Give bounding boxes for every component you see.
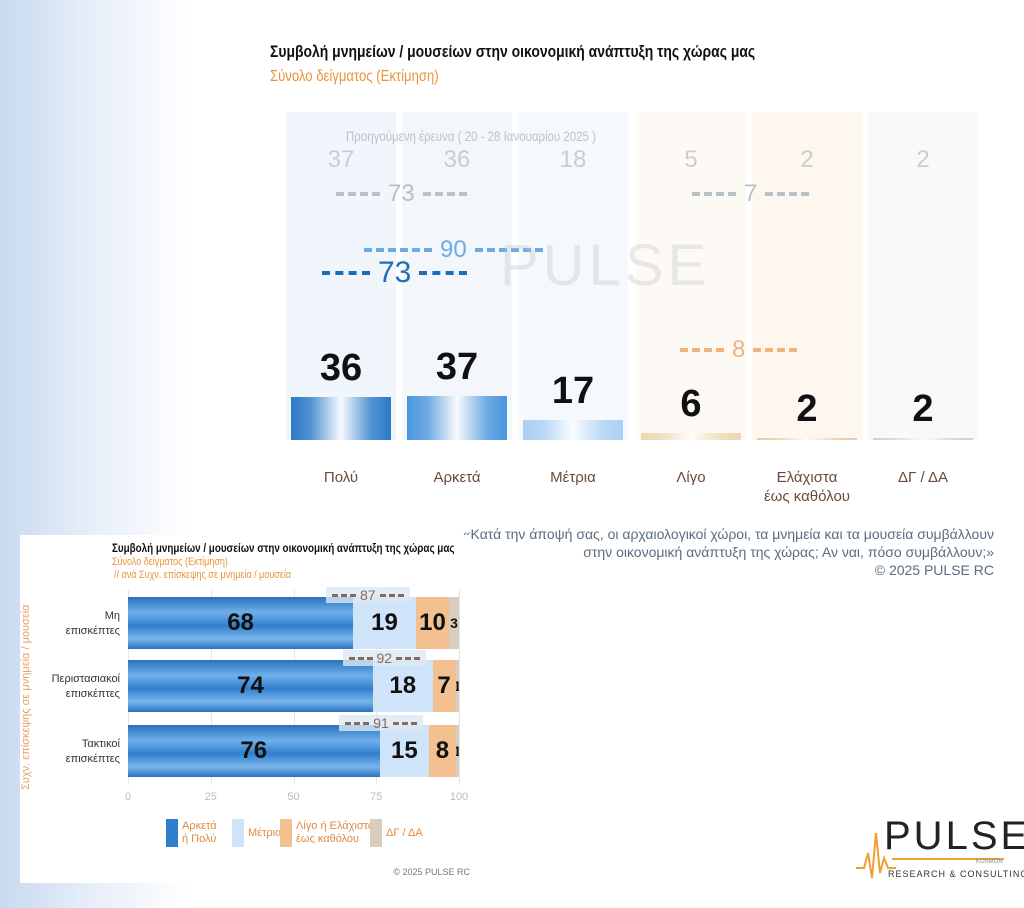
breakdown-title: Συμβολή μνημείων / μουσείων στην οικονομ… [112, 541, 455, 555]
legend-item: ΔΓ / ΔΑ [370, 819, 423, 847]
quote-copyright: © 2025 PULSE RC [874, 562, 994, 578]
legend-item: Αρκετά ή Πολύ [166, 819, 217, 847]
bar [873, 437, 973, 440]
bar-segment: 76 [128, 725, 380, 777]
previous-value: 2 [916, 146, 930, 173]
gridline [459, 590, 460, 785]
x-tick-label: 75 [370, 791, 383, 803]
column-background [286, 112, 396, 440]
bar-segment: 8 [429, 725, 456, 777]
legend-swatch [166, 819, 178, 847]
stacked-bar-row: 741871 [128, 660, 459, 712]
category-label: ΔΓ / ΔΑ [898, 469, 948, 486]
bar [523, 419, 623, 440]
question-quote: «Κατά την άποψή σας, οι αρχαιολογικοί χώ… [463, 525, 994, 579]
summary-total: 90 [364, 236, 543, 264]
category-label: Μέτρια [550, 469, 596, 486]
stacked-bar-row: 68 19 10 3 [128, 597, 459, 649]
bar-value: 2 [796, 387, 818, 430]
bar-segment: 74 [128, 660, 373, 712]
legend-swatch [280, 819, 292, 847]
x-tick-label: 100 [449, 791, 469, 803]
previous-value: 5 [684, 146, 698, 173]
previous-value: 36 [443, 146, 471, 173]
summary-total: 7 [692, 180, 810, 208]
previous-survey-note: Προηγούμενη έρευνα ( 20 - 28 Ιανουαρίου … [346, 128, 596, 144]
previous-value: 37 [327, 146, 355, 173]
category-label: Λίγο [676, 469, 706, 486]
column-background [518, 112, 628, 440]
bar-segment: 19 [353, 597, 416, 649]
breakdown-subtitle: Σύνολο δείγματος (Εκτίμηση) [112, 556, 228, 568]
breakdown-chart: Συμβολή μνημείων / μουσείων στην οικονομ… [20, 535, 470, 883]
bar [757, 437, 857, 440]
x-tick-label: 25 [204, 791, 217, 803]
bar-segment: 1 [455, 725, 459, 777]
legend-item: Λίγο ή Ελάχιστα έως καθόλου [280, 819, 374, 847]
previous-value: 2 [800, 146, 814, 173]
chart-subtitle: Σύνολο δείγματος (Εκτίμηση) [270, 68, 439, 85]
logo-tag: KOSMON [976, 859, 1003, 865]
bar-value: 6 [680, 382, 702, 425]
bar-value: 2 [912, 387, 934, 430]
previous-value: 18 [559, 146, 587, 173]
row-label: Τακτικοί επισκέπτες [65, 738, 120, 765]
logo-subtitle: RESEARCH & CONSULTING [888, 869, 1024, 879]
column-background [636, 112, 746, 440]
bar-value: 17 [551, 369, 595, 412]
bar-segment: 18 [372, 660, 433, 712]
row-label: Μη επισκέπτες [65, 610, 120, 637]
bar-segment: 15 [379, 725, 430, 777]
row-label: Περιστασιακοί επισκέπτες [51, 673, 120, 700]
row-total: 92 [342, 650, 427, 666]
bar-segment: 1 [455, 660, 459, 712]
row-total: 91 [339, 715, 423, 731]
bar-value: 37 [435, 345, 479, 388]
watermark-logo: PULSE [500, 233, 711, 298]
logo-text: PULSE [884, 814, 1024, 858]
bar [641, 432, 741, 440]
category-label: Ελάχιστα έως καθόλου [763, 469, 850, 505]
breakdown-copyright: © 2025 PULSE RC [393, 867, 470, 877]
pulse-logo: PULSE KOSMON RESEARCH & CONSULTING [856, 815, 1024, 885]
quote-line-2: στην οικονομική ανάπτυξη της χώρας; Αν ν… [583, 544, 994, 560]
column-background [402, 112, 512, 440]
legend-item: Μέτρια [232, 819, 281, 847]
bar [407, 395, 507, 440]
summary-total: 8 [680, 336, 798, 364]
bar-segment: 10 [415, 597, 450, 649]
summary-total: 73 [322, 256, 468, 290]
legend-swatch [370, 819, 382, 847]
pulse-wave-icon [856, 832, 896, 879]
column-background [868, 112, 978, 440]
breakdown-subtitle-2: // ανά Συχν. επίσκεψης σε μνημεία / μουσ… [114, 569, 292, 581]
summary-total: 73 [336, 180, 467, 208]
category-label: Πολύ [323, 469, 359, 486]
bar-value: 36 [319, 346, 363, 389]
bar [291, 396, 391, 440]
row-total: 87 [325, 587, 410, 603]
bar-segment: 68 [128, 597, 354, 649]
bar-segment: 3 [449, 597, 459, 649]
x-tick-label: 50 [287, 791, 300, 803]
column-background [752, 112, 862, 440]
legend-swatch [232, 819, 244, 847]
quote-line-1: «Κατά την άποψή σας, οι αρχαιολογικοί χώ… [462, 526, 994, 542]
chart-title: Συμβολή μνημείων / μουσείων στην οικονομ… [270, 42, 756, 61]
bar-segment: 7 [432, 660, 456, 712]
category-label: Αρκετά [433, 469, 481, 486]
stacked-bar-row: 761581 [128, 725, 459, 777]
x-tick-label: 0 [124, 791, 132, 803]
